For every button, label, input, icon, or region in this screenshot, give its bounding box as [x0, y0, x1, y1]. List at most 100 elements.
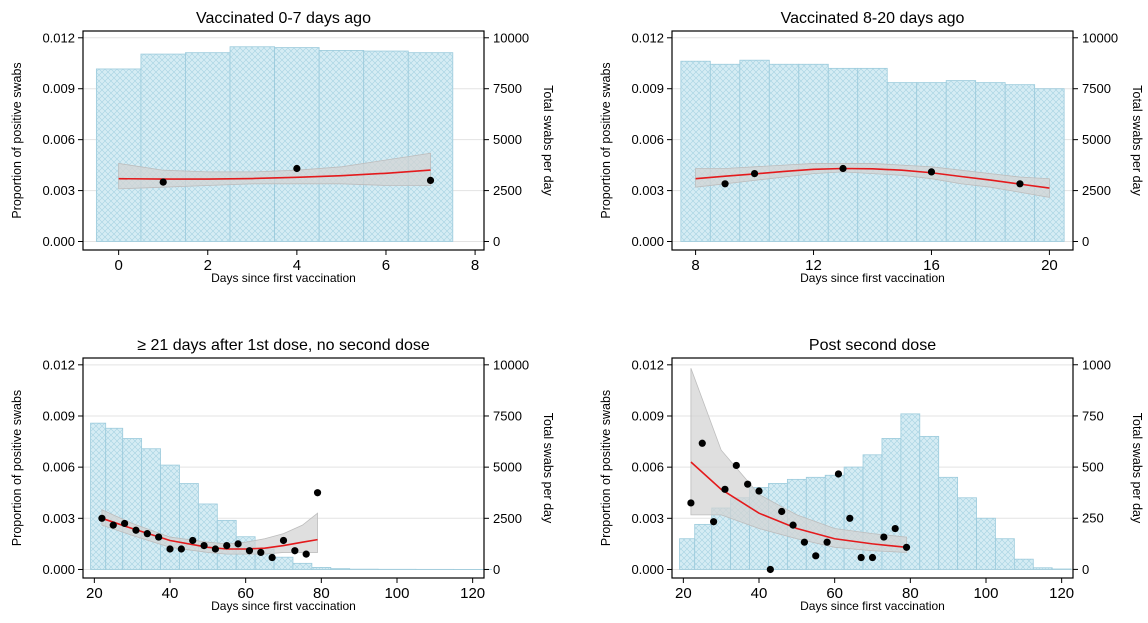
data-point — [121, 519, 129, 528]
data-point — [211, 545, 220, 553]
y-tick-label: 0.006 — [42, 132, 75, 147]
y2-tick-label: 7500 — [493, 81, 522, 96]
bar — [229, 46, 275, 242]
confidence-band — [118, 152, 431, 190]
panel-1: 0.000 0.003 0.006 0.009 0.012 0 2500 5000 7500 10… — [10, 10, 555, 285]
x-tick-label: 60 — [237, 585, 254, 602]
x-tick-label: 100 — [973, 585, 998, 602]
y2-tick-label: 5000 — [1082, 132, 1111, 147]
bar — [975, 82, 1006, 242]
data-point — [834, 470, 843, 478]
y-tick-label: 0.000 — [42, 234, 75, 249]
data-point — [177, 545, 185, 553]
y2-tick-label: 5000 — [493, 132, 522, 147]
bar — [1004, 84, 1036, 242]
x-tick-label: 80 — [313, 585, 330, 602]
plot-frame — [82, 357, 485, 579]
bar — [311, 567, 332, 570]
bar — [105, 427, 124, 570]
x-tick-label: 4 — [293, 257, 301, 274]
y2-tick-label: 0 — [1082, 562, 1089, 577]
data-point — [279, 536, 288, 545]
data-point — [132, 526, 140, 534]
y2-tick-label: 0 — [1082, 234, 1089, 249]
y-tick-label: 0.012 — [631, 357, 664, 372]
chart-title: Vaccinated 8-20 days ago — [781, 10, 965, 27]
fit-line — [118, 169, 431, 180]
chart-title: Vaccinated 0-7 days ago — [196, 10, 371, 27]
bar — [141, 448, 161, 570]
data-point — [1016, 180, 1024, 188]
data-point — [223, 541, 231, 550]
bar — [919, 435, 940, 570]
y2-axis-label: Total swabs per day — [541, 413, 555, 524]
bar — [363, 50, 409, 242]
y2-tick-label: 10000 — [493, 357, 529, 372]
y-tick-label: 0.009 — [42, 81, 75, 96]
bar — [185, 52, 231, 242]
y-tick-label: 0.006 — [631, 460, 664, 475]
data-point — [902, 543, 911, 551]
bar — [273, 556, 294, 570]
bar — [886, 82, 918, 242]
x-tick-label: 80 — [902, 585, 919, 602]
x-tick-label: 40 — [751, 585, 768, 602]
bar — [768, 63, 800, 242]
data-point — [268, 553, 276, 562]
panel-3: 0.000 0.003 0.006 0.009 0.012 0 2500 5000 7500 10… — [10, 337, 555, 613]
fit-line — [101, 517, 318, 550]
bar — [292, 562, 313, 570]
fit-line — [690, 461, 907, 549]
x-tick-label: 8 — [691, 257, 699, 274]
bar — [95, 68, 142, 242]
bar — [90, 422, 107, 570]
y-tick-label: 0.006 — [631, 132, 664, 147]
x-tick-label: 0 — [114, 257, 122, 274]
y-tick-label: 0.000 — [631, 562, 664, 577]
y2-tick-label: 0 — [493, 234, 500, 249]
plot-frame — [671, 30, 1074, 251]
data-point — [687, 499, 695, 507]
y-axis-label: Proportion of positive swabs — [10, 62, 24, 218]
bar — [916, 82, 947, 242]
data-point — [880, 533, 888, 541]
bar — [976, 517, 996, 570]
bar — [1034, 88, 1065, 242]
data-point — [159, 178, 167, 186]
data-point — [778, 507, 786, 516]
x-tick-label: 2 — [204, 257, 212, 274]
bar — [824, 474, 845, 570]
bar — [1032, 567, 1053, 570]
bar — [709, 63, 741, 242]
x-axis-label: Days since first vaccination — [800, 599, 945, 613]
data-point — [234, 540, 242, 548]
bar — [179, 483, 199, 570]
bar — [680, 60, 711, 242]
y2-tick-label: 5000 — [493, 460, 522, 475]
data-point — [109, 521, 117, 529]
data-point — [291, 547, 299, 555]
bar — [407, 52, 454, 242]
bar — [1013, 558, 1034, 570]
bar — [140, 53, 186, 242]
y-tick-label: 0.000 — [631, 234, 664, 249]
data-point — [698, 439, 706, 447]
y2-axis-label: Total swabs per day — [1130, 413, 1144, 524]
data-point — [302, 550, 310, 558]
data-point — [732, 461, 740, 470]
bar — [862, 454, 883, 570]
x-tick-label: 120 — [1049, 585, 1074, 602]
x-tick-label: 20 — [1041, 257, 1058, 274]
data-point — [143, 530, 151, 538]
x-tick-label: 20 — [86, 585, 103, 602]
bar — [938, 476, 959, 570]
data-point — [839, 164, 847, 173]
y2-tick-label: 2500 — [1082, 183, 1111, 198]
data-point — [800, 538, 809, 546]
data-point — [98, 514, 106, 522]
y-tick-label: 0.012 — [42, 30, 75, 45]
bar — [694, 523, 713, 570]
x-tick-label: 20 — [675, 585, 692, 602]
x-tick-label: 8 — [471, 257, 479, 274]
x-tick-label: 120 — [460, 585, 485, 602]
